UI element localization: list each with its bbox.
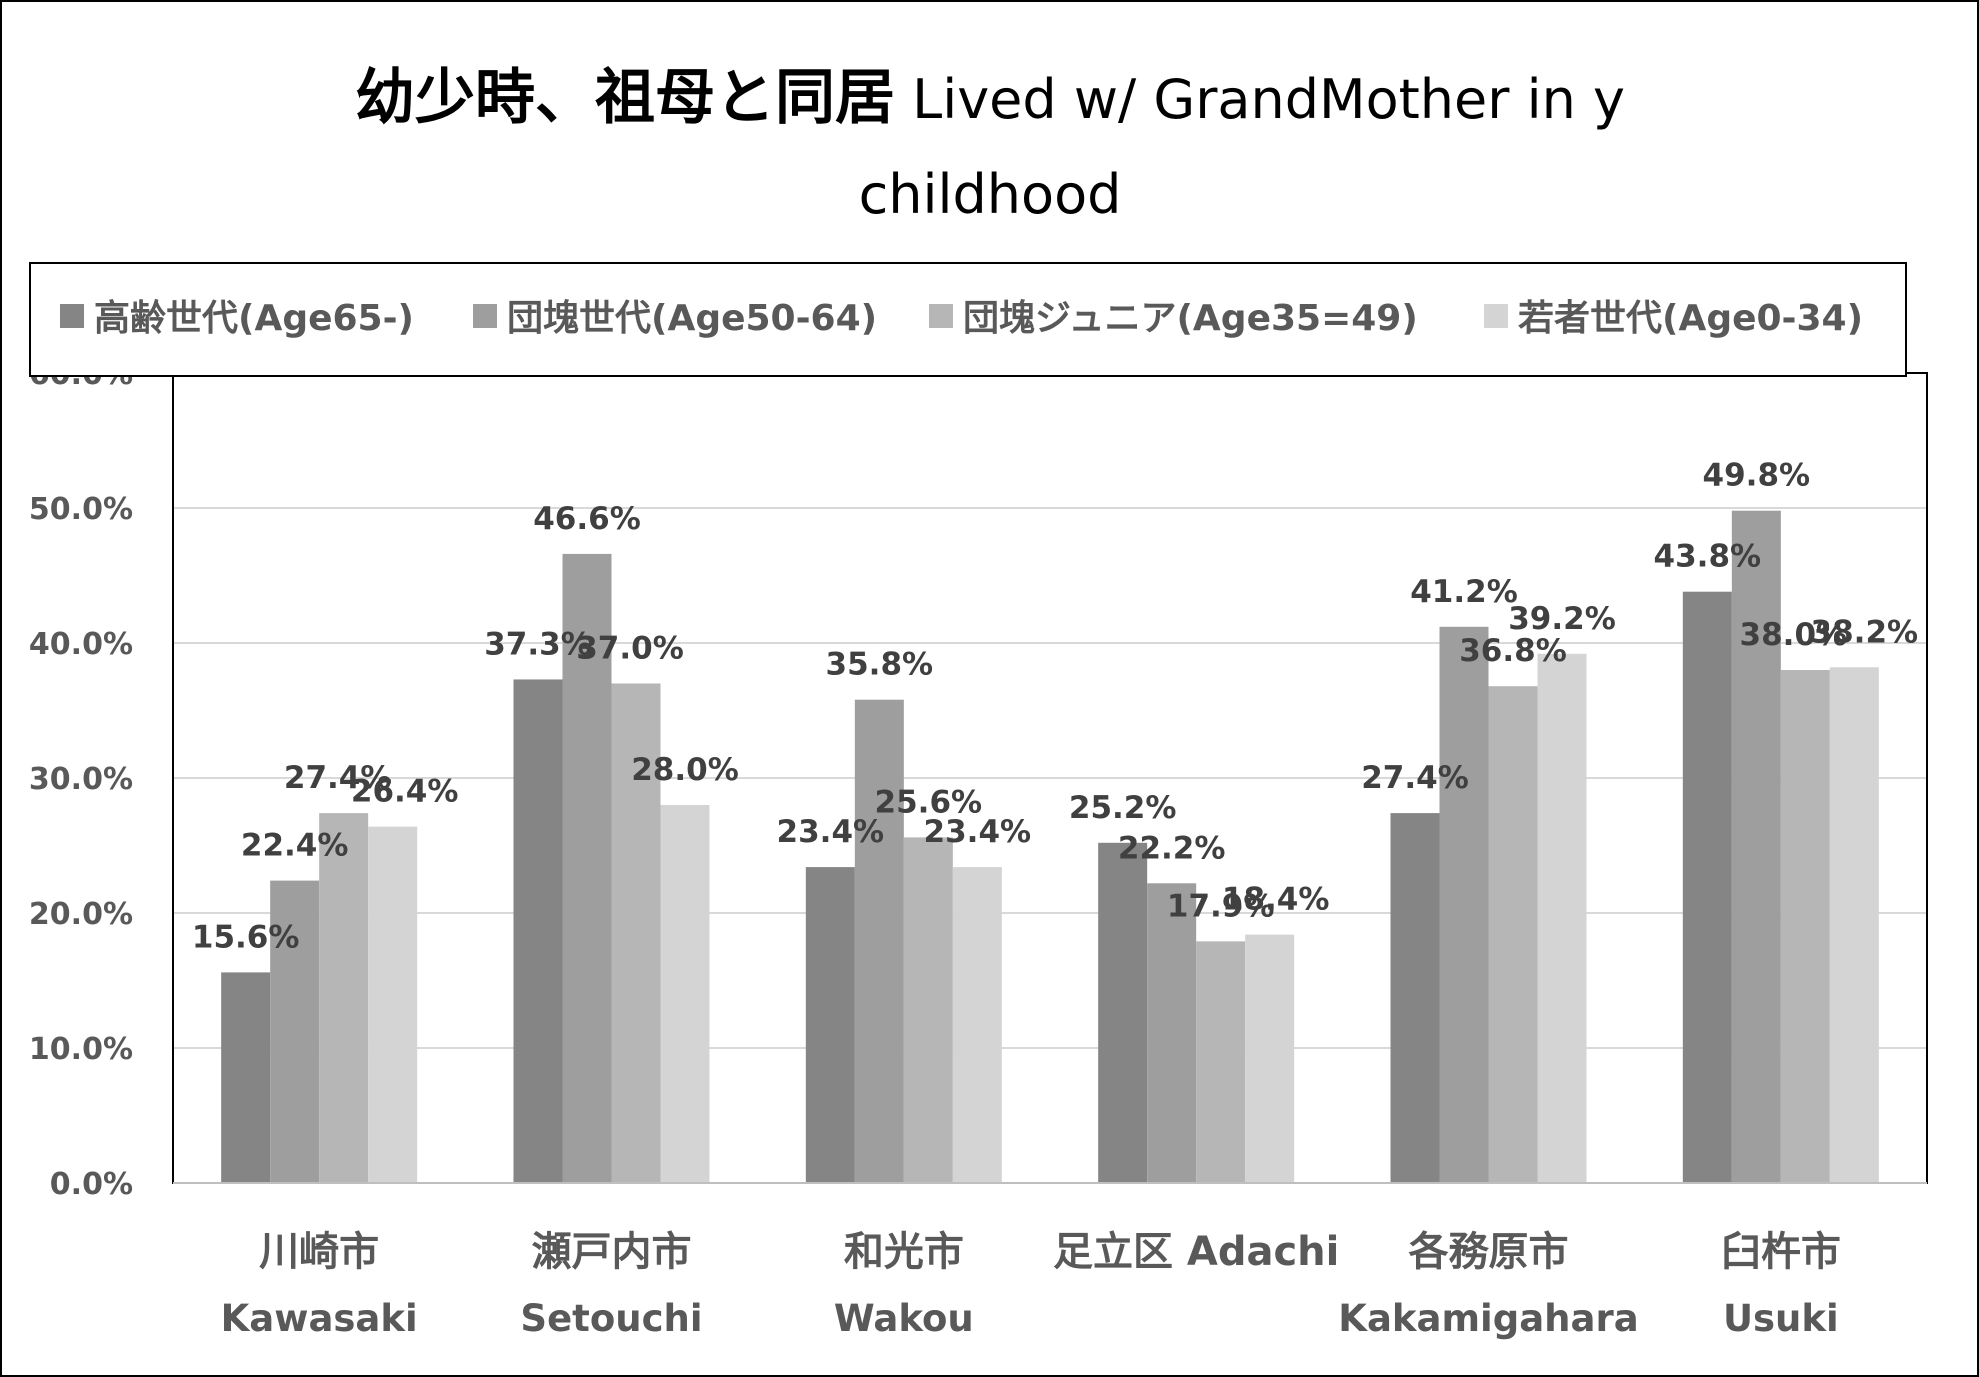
y-tick-label: 20.0%	[29, 897, 133, 932]
y-tick-label: 0.0%	[50, 1167, 133, 1202]
bar	[319, 813, 369, 1183]
data-label: 43.8%	[1654, 539, 1762, 575]
data-label: 28.0%	[631, 752, 739, 788]
data-label: 18.4%	[1222, 882, 1330, 918]
x-category-sublabel: Kawasaki	[221, 1297, 418, 1340]
bar	[1780, 670, 1830, 1183]
data-label: 22.4%	[241, 828, 349, 864]
x-category-sublabel: Kakamigahara	[1338, 1297, 1638, 1340]
bar	[854, 699, 904, 1183]
bar	[221, 972, 271, 1183]
data-label: 37.0%	[576, 631, 684, 667]
bar	[562, 553, 612, 1183]
legend-box	[29, 262, 1907, 377]
data-label: 36.8%	[1459, 633, 1567, 669]
x-category-label: 瀬戸内市	[532, 1229, 692, 1275]
y-tick-label: 50.0%	[29, 492, 133, 527]
x-category-labels: 川崎市 Kawasaki 瀬戸内市 Setouchi 和光市 Wakou 足立区 Adach…	[221, 1229, 1841, 1340]
bar	[805, 867, 855, 1183]
bar	[1829, 667, 1879, 1183]
y-tick-label: 40.0%	[29, 627, 133, 662]
bar	[660, 805, 710, 1183]
legend-swatch	[929, 304, 953, 328]
data-label: 38.2%	[1811, 614, 1919, 650]
bar	[1488, 686, 1538, 1183]
data-label: 23.4%	[777, 814, 885, 850]
x-category-label: 臼杵市	[1721, 1229, 1841, 1275]
legend: 高齢世代(Age65-) 団塊世代(Age50-64) 団塊ジュニア(Age35=4…	[60, 298, 1863, 339]
bar	[1196, 941, 1246, 1183]
data-label: 25.2%	[1069, 790, 1177, 826]
data-label: 25.6%	[875, 784, 983, 820]
x-category-label: 各務原市	[1409, 1229, 1569, 1275]
data-label: 27.4%	[284, 760, 392, 796]
bar	[1537, 653, 1587, 1183]
x-category-sublabel: Usuki	[1723, 1297, 1839, 1340]
bar	[1731, 510, 1781, 1183]
x-category-sublabel: Wakou	[834, 1297, 974, 1340]
bar	[1439, 626, 1489, 1183]
legend-label: 高齢世代(Age65-)	[94, 298, 414, 339]
legend-label: 団塊ジュニア(Age35=49)	[963, 298, 1418, 339]
x-category-sublabel: Setouchi	[520, 1297, 702, 1340]
y-tick-label: 30.0%	[29, 762, 133, 797]
data-label: 23.4%	[924, 814, 1032, 850]
y-tick-label: 10.0%	[29, 1032, 133, 1067]
data-label: 27.4%	[1361, 760, 1469, 796]
data-label: 41.2%	[1410, 574, 1518, 610]
bar	[368, 826, 418, 1183]
data-labels: 15.6%22.4%27.4%26.4%37.3%46.6%37.0%28.0%…	[192, 458, 1918, 956]
bar	[270, 880, 320, 1183]
bar	[513, 679, 563, 1183]
data-label: 35.8%	[826, 647, 934, 683]
data-label: 15.6%	[192, 919, 300, 955]
chart-title-en-line2: childhood	[859, 163, 1122, 226]
bar	[952, 867, 1002, 1183]
data-label: 37.3%	[484, 626, 592, 662]
chart-title-ja: 幼少時、祖母と同居	[355, 63, 895, 133]
data-label: 26.4%	[351, 774, 459, 810]
chart-title-en-line1: Lived w/ GrandMother in y	[912, 68, 1625, 131]
chart-title: 幼少時、祖母と同居 Lived w/ GrandMother in y	[355, 63, 1625, 133]
legend-label: 団塊世代(Age50-64)	[507, 298, 877, 339]
bar	[1245, 934, 1295, 1183]
legend-swatch	[1484, 304, 1508, 328]
data-label: 49.8%	[1703, 458, 1811, 494]
data-label: 39.2%	[1508, 601, 1616, 637]
x-category-label: 川崎市	[259, 1229, 379, 1275]
legend-label: 若者世代(Age0-34)	[1518, 298, 1863, 339]
data-label: 22.2%	[1118, 830, 1226, 866]
x-category-label: 和光市	[844, 1229, 964, 1275]
bar	[1390, 813, 1440, 1183]
legend-swatch	[60, 304, 84, 328]
legend-swatch	[473, 304, 497, 328]
data-label: 46.6%	[533, 501, 641, 537]
bars	[221, 510, 1879, 1183]
bar	[903, 837, 953, 1183]
bar	[1098, 842, 1148, 1183]
bar	[611, 683, 661, 1183]
bar	[1147, 883, 1197, 1183]
x-category-label: 足立区 Adachi	[1053, 1229, 1339, 1275]
data-label: 38.0%	[1740, 617, 1848, 653]
bar	[1682, 591, 1732, 1183]
data-label: 17.9%	[1167, 888, 1275, 924]
